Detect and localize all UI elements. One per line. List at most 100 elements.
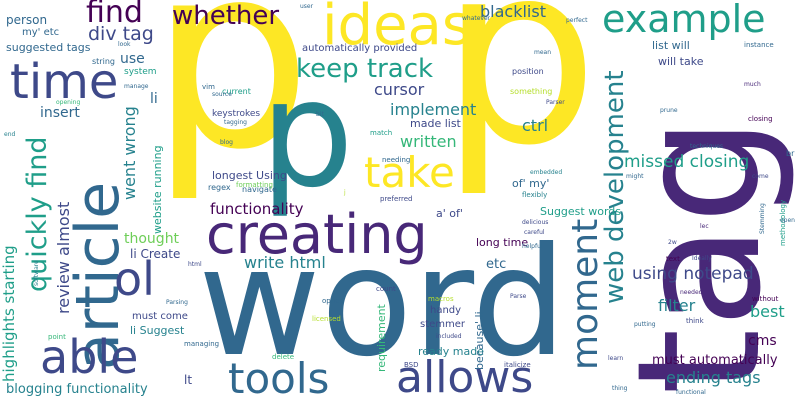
cloud-word-tagging: tagging bbox=[224, 119, 247, 126]
cloud-word-2w: 2w bbox=[668, 239, 677, 246]
cloud-word-needed: needed bbox=[680, 289, 703, 296]
cloud-word-person: person bbox=[6, 13, 48, 27]
cloud-word-p-1: p bbox=[150, 0, 312, 206]
cloud-word-point: point bbox=[48, 333, 66, 341]
cloud-word-br: br bbox=[786, 149, 795, 158]
cloud-word-opening: opening bbox=[56, 99, 81, 106]
cloud-word-delicious: delicious bbox=[522, 219, 549, 226]
cloud-word-regex: regex bbox=[208, 183, 231, 192]
cloud-word-preferred: preferred bbox=[380, 195, 413, 203]
cloud-word-ready-made: ready made bbox=[418, 345, 484, 358]
cloud-word-best: best bbox=[750, 302, 785, 321]
cloud-word-parsing: Parsing bbox=[166, 299, 188, 306]
cloud-word-moment: moment bbox=[565, 218, 606, 370]
cloud-word-suggested-tags: suggested tags bbox=[6, 41, 91, 54]
cloud-word-instance: instance bbox=[744, 41, 774, 49]
cloud-word-prune: prune bbox=[660, 107, 678, 114]
cloud-word-take: take bbox=[364, 148, 455, 197]
cloud-word-licensed: licensed bbox=[312, 315, 341, 323]
cloud-word-helpful: helpful bbox=[522, 243, 543, 250]
cloud-word-functional: functional bbox=[676, 389, 706, 396]
cloud-word-must-automatically: must automatically bbox=[652, 353, 778, 368]
cloud-word-option: option bbox=[322, 297, 345, 305]
cloud-word-word: word bbox=[198, 216, 567, 390]
cloud-word-whether: whether bbox=[172, 1, 280, 31]
cloud-word-li-1: li bbox=[150, 91, 158, 107]
cloud-word-highlights-starting: highlights starting bbox=[0, 245, 18, 382]
cloud-word-thought: thought bbox=[124, 231, 180, 247]
cloud-word-long-time: long time bbox=[476, 236, 529, 249]
cloud-word-written: written bbox=[400, 132, 457, 151]
cloud-word-because-li: because' li bbox=[473, 311, 486, 370]
cloud-word-keep-track: keep track bbox=[296, 54, 434, 84]
cloud-word-parse: Parse bbox=[510, 293, 527, 300]
cloud-word-open: open bbox=[780, 217, 795, 224]
cloud-word-website-running: website running bbox=[151, 145, 164, 234]
cloud-word-embedded: embedded bbox=[530, 169, 563, 176]
cloud-word-find-1: find bbox=[86, 0, 143, 30]
cloud-word-needing: needing bbox=[382, 156, 411, 164]
cloud-word-write-html: write html bbox=[244, 253, 326, 272]
cloud-word-automatically-provided: automatically provided bbox=[302, 43, 418, 54]
cloud-word-p-3: p bbox=[440, 0, 599, 200]
cloud-word-software: software bbox=[33, 260, 40, 286]
cloud-word-ideas: ideas bbox=[322, 0, 472, 58]
cloud-word-went-wrong: went wrong bbox=[120, 106, 139, 200]
cloud-word-lt: lt bbox=[184, 373, 193, 387]
cloud-word-source: source bbox=[212, 91, 232, 98]
cloud-word-ideally: Ideally bbox=[692, 255, 712, 262]
cloud-word-div-tag: div tag bbox=[88, 23, 154, 45]
cloud-word-li-suggest: li Suggest bbox=[130, 324, 185, 337]
cloud-word-suggest-words: Suggest words bbox=[540, 205, 621, 218]
cloud-word-cursor: cursor bbox=[374, 80, 425, 99]
cloud-word-closing: closing bbox=[748, 115, 773, 123]
cloud-word-cms: cms bbox=[748, 333, 777, 349]
cloud-word-html: html bbox=[188, 261, 202, 268]
cloud-word-stemmer: stemmer bbox=[420, 319, 466, 330]
cloud-word-blog: blog bbox=[220, 139, 233, 146]
cloud-word-count: count bbox=[376, 285, 396, 293]
cloud-word-blogging-functionality: blogging functionality bbox=[6, 382, 148, 397]
cloud-word-formatting: formatting bbox=[236, 181, 273, 189]
cloud-word-flexibly: flexibly bbox=[522, 191, 548, 199]
cloud-word-must-come: must come bbox=[132, 311, 188, 322]
cloud-word-missed-closing: missed closing bbox=[624, 152, 750, 172]
cloud-word-made-list: made list bbox=[410, 117, 461, 130]
cloud-word-requirement: requirement bbox=[375, 304, 388, 372]
cloud-word-without: without bbox=[752, 295, 779, 303]
cloud-word-creating: creating bbox=[206, 203, 428, 266]
cloud-word-ol: ol bbox=[114, 252, 155, 306]
cloud-word-string: string bbox=[92, 57, 115, 66]
cloud-word-web-development: web development bbox=[600, 70, 630, 304]
cloud-word-blacklist: blacklist bbox=[480, 2, 546, 21]
cloud-word-mean: mean bbox=[534, 49, 552, 56]
cloud-word-parser: Parser bbox=[546, 99, 565, 106]
cloud-word-review-almost: review almost bbox=[54, 201, 73, 314]
cloud-word-lec: lec bbox=[700, 223, 709, 230]
cloud-word-perfect: perfect bbox=[566, 17, 588, 24]
cloud-word-able: able bbox=[40, 330, 139, 384]
cloud-word-something: something bbox=[510, 87, 553, 96]
cloud-word-look: look bbox=[118, 41, 131, 48]
cloud-word-my-etc: my' etc bbox=[22, 27, 60, 38]
cloud-word-system: system bbox=[124, 67, 157, 77]
cloud-word-included: included bbox=[436, 333, 462, 340]
cloud-word-italicize: italicize bbox=[504, 361, 531, 369]
cloud-word-time: time bbox=[10, 54, 119, 110]
cloud-word-come: come bbox=[752, 173, 769, 180]
cloud-word-of-my: of' my' bbox=[512, 177, 550, 190]
cloud-word-macros: macros bbox=[428, 295, 454, 303]
cloud-word-techniques: techniques bbox=[690, 143, 724, 150]
cloud-word-etc-1: etc bbox=[486, 257, 507, 272]
cloud-word-current: current bbox=[222, 87, 251, 96]
cloud-word-filter: filter bbox=[658, 296, 696, 315]
cloud-word-implement: implement bbox=[390, 100, 477, 119]
cloud-word-stemming: Stemming bbox=[759, 203, 766, 234]
cloud-word-tools: tools bbox=[228, 354, 330, 400]
cloud-word-think: think bbox=[686, 317, 704, 325]
cloud-word-functionality: functionality bbox=[210, 200, 304, 218]
cloud-word-navigate: navigate bbox=[242, 185, 277, 194]
cloud-word-end: end bbox=[4, 131, 16, 138]
cloud-word-using-notepad: using notepad bbox=[632, 264, 754, 284]
